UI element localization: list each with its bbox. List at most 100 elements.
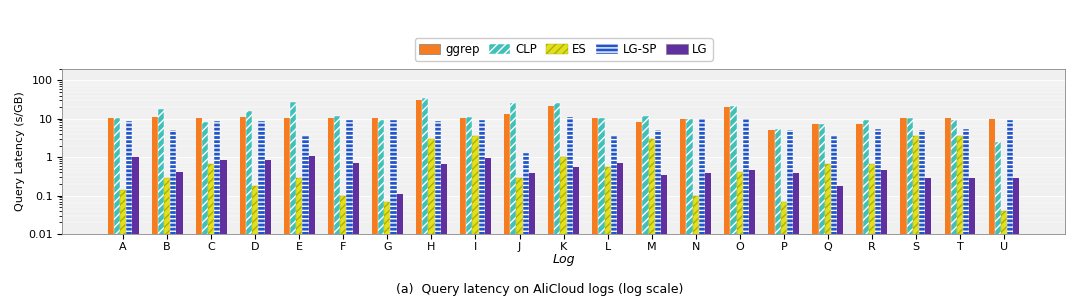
Bar <box>995 142 1001 299</box>
Bar <box>202 123 208 299</box>
Bar <box>429 139 434 299</box>
Bar <box>881 170 888 299</box>
Bar <box>643 116 649 299</box>
Bar <box>561 157 567 299</box>
Bar <box>863 120 868 299</box>
Bar <box>309 156 314 299</box>
Bar <box>334 116 340 299</box>
Bar <box>1001 211 1007 299</box>
Bar <box>467 117 472 299</box>
Bar <box>120 190 126 299</box>
Bar <box>725 107 730 299</box>
Bar <box>610 136 617 299</box>
Bar <box>384 202 391 299</box>
Bar <box>529 173 535 299</box>
Bar <box>472 136 478 299</box>
Bar <box>133 157 138 299</box>
Bar <box>158 109 164 299</box>
Bar <box>108 118 113 299</box>
Bar <box>352 163 359 299</box>
Bar <box>875 129 881 299</box>
Bar <box>378 120 384 299</box>
Bar <box>296 179 302 299</box>
Bar <box>1007 120 1013 299</box>
Bar <box>372 118 378 299</box>
Bar <box>907 118 913 299</box>
Bar <box>825 164 831 299</box>
Bar <box>705 173 711 299</box>
Bar <box>692 196 699 299</box>
Bar <box>340 196 347 299</box>
Bar <box>750 170 755 299</box>
Bar <box>460 118 467 299</box>
Bar <box>220 161 227 299</box>
Bar <box>416 100 422 299</box>
X-axis label: Log: Log <box>552 253 575 266</box>
Y-axis label: Query Latency (s/GB): Query Latency (s/GB) <box>15 91 25 211</box>
Bar <box>572 167 579 299</box>
Bar <box>945 118 950 299</box>
Bar <box>347 120 352 299</box>
Bar <box>617 163 623 299</box>
Bar <box>699 119 705 299</box>
Bar <box>240 118 246 299</box>
Bar <box>1013 179 1020 299</box>
Bar <box>605 167 610 299</box>
Bar <box>598 118 605 299</box>
Bar <box>567 118 572 299</box>
Bar <box>113 118 120 299</box>
Bar <box>901 118 907 299</box>
Bar <box>291 102 296 299</box>
Bar <box>661 175 667 299</box>
Bar <box>856 123 863 299</box>
Bar <box>793 173 799 299</box>
Bar <box>963 129 969 299</box>
Bar <box>485 158 491 299</box>
Bar <box>152 117 158 299</box>
Bar <box>391 120 396 299</box>
Bar <box>208 164 214 299</box>
Bar <box>164 179 171 299</box>
Bar <box>126 121 133 299</box>
Bar <box>422 98 429 299</box>
Bar <box>768 130 774 299</box>
Bar <box>195 118 202 299</box>
Bar <box>549 106 554 299</box>
Bar <box>868 164 875 299</box>
Bar <box>819 123 825 299</box>
Bar <box>831 136 837 299</box>
Bar <box>919 130 926 299</box>
Bar <box>837 186 843 299</box>
Bar <box>302 136 309 299</box>
Bar <box>957 136 963 299</box>
Bar <box>504 114 510 299</box>
Bar <box>523 153 529 299</box>
Bar <box>396 194 403 299</box>
Bar <box>434 121 441 299</box>
Legend: ggrep, CLP, ES, LG-SP, LG: ggrep, CLP, ES, LG-SP, LG <box>415 38 713 61</box>
Bar <box>654 130 661 299</box>
Bar <box>328 118 334 299</box>
Bar <box>516 179 523 299</box>
Bar <box>554 103 561 299</box>
Bar <box>743 119 750 299</box>
Bar <box>265 161 271 299</box>
Bar <box>988 119 995 299</box>
Bar <box>812 123 819 299</box>
Bar <box>781 202 787 299</box>
Bar <box>913 136 919 299</box>
Bar <box>246 112 252 299</box>
Bar <box>284 118 291 299</box>
Bar <box>636 123 643 299</box>
Bar <box>258 121 265 299</box>
Bar <box>787 130 793 299</box>
Bar <box>680 119 687 299</box>
Bar <box>441 164 447 299</box>
Bar <box>969 179 975 299</box>
Bar <box>214 121 220 299</box>
Text: (a)  Query latency on AliCloud logs (log scale): (a) Query latency on AliCloud logs (log … <box>396 283 684 296</box>
Bar <box>774 129 781 299</box>
Bar <box>737 173 743 299</box>
Bar <box>252 186 258 299</box>
Bar <box>926 179 931 299</box>
